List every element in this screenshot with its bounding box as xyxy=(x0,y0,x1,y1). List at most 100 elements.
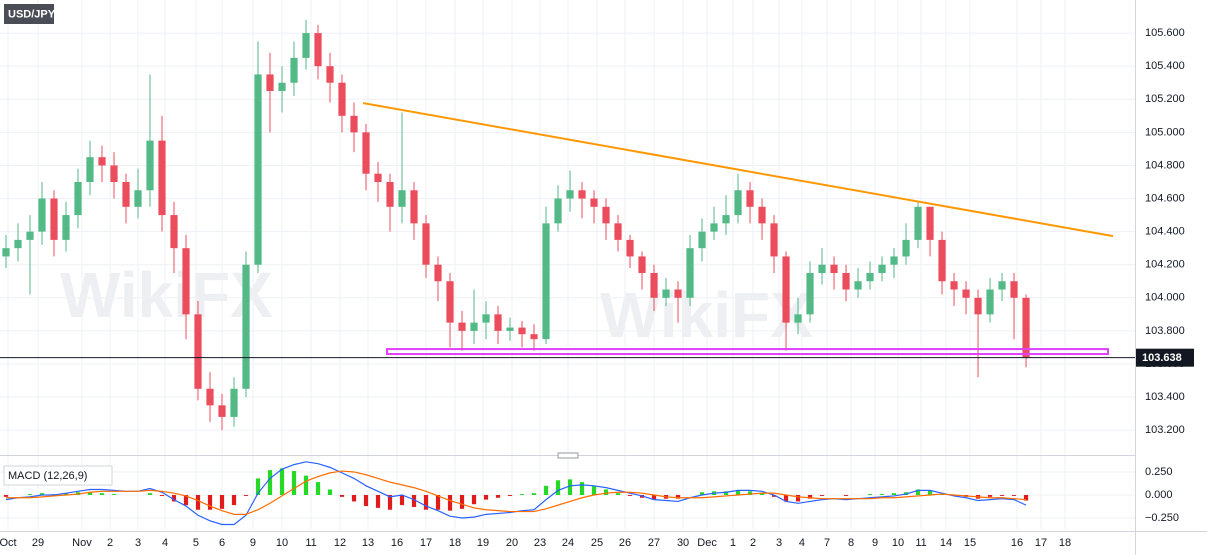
last-price-label: 103.638 xyxy=(1142,352,1182,364)
candle-body xyxy=(470,322,478,331)
candle-body xyxy=(218,405,226,417)
candle-body xyxy=(86,157,94,182)
grid xyxy=(0,0,1135,530)
histogram-bar xyxy=(519,494,525,495)
pane-handle[interactable] xyxy=(557,452,579,459)
indicator-box xyxy=(3,465,113,486)
candle-body xyxy=(650,272,658,298)
x-tick-label: 18 xyxy=(449,537,461,549)
candle-body xyxy=(110,165,118,182)
histogram-bar xyxy=(735,490,741,495)
y-tick-label: 105.400 xyxy=(1145,60,1185,72)
candle-body xyxy=(398,190,406,207)
histogram-bar xyxy=(927,490,933,495)
histogram-bar xyxy=(303,475,309,495)
histogram-bar xyxy=(147,493,153,495)
histogram-bar xyxy=(291,471,297,495)
y-tick-label: 103.400 xyxy=(1145,391,1185,403)
histogram-bar xyxy=(375,495,381,508)
histogram-bar xyxy=(183,495,189,506)
candle-body xyxy=(74,181,82,216)
candle-body xyxy=(362,132,370,174)
x-tick-label: 10 xyxy=(276,537,288,549)
candle-body xyxy=(518,327,526,335)
histogram-bar xyxy=(267,470,273,495)
y-tick-label: 104.200 xyxy=(1145,259,1185,271)
histogram-bar xyxy=(195,495,201,510)
histogram-bar xyxy=(315,482,321,495)
symbol-box xyxy=(4,4,54,24)
histogram-bar xyxy=(327,489,333,495)
y-tick-label: 104.800 xyxy=(1145,159,1185,171)
candle-body xyxy=(590,198,598,207)
histogram-bar xyxy=(219,495,225,509)
y-tick-label: 104.000 xyxy=(1145,292,1185,304)
candle-body xyxy=(278,82,286,91)
candle-body xyxy=(986,289,994,315)
candle-body xyxy=(434,264,442,282)
candle-body xyxy=(902,239,910,257)
histogram-bar xyxy=(159,495,165,496)
candle-body xyxy=(194,314,202,389)
candle-body xyxy=(482,314,490,323)
histogram-bar xyxy=(99,493,105,495)
candle-body xyxy=(878,264,886,273)
candle-body xyxy=(842,272,850,290)
x-tick-label: Dec xyxy=(697,537,717,549)
candle-body xyxy=(146,140,154,191)
x-tick-label: 11 xyxy=(915,537,926,549)
trendline xyxy=(362,102,1114,238)
candle-body xyxy=(242,264,250,389)
x-tick-label: 3 xyxy=(776,537,782,549)
macd-line xyxy=(6,470,1027,515)
candle-body xyxy=(374,173,382,182)
x-tick-label: 14 xyxy=(940,537,952,549)
histogram-bar xyxy=(795,495,801,502)
x-tick-label: 17 xyxy=(1035,537,1047,549)
histogram-bar xyxy=(771,495,777,497)
candle-body xyxy=(410,190,418,224)
histogram-bar xyxy=(27,494,33,495)
chart-title: USD/JPY xyxy=(8,8,56,20)
histogram-bar xyxy=(39,493,45,495)
histogram-bar xyxy=(555,480,561,495)
candle-body xyxy=(614,223,622,240)
histogram-bar xyxy=(207,495,213,510)
x-tick-label: 10 xyxy=(892,537,904,549)
candle-body xyxy=(758,206,766,224)
histogram-bar xyxy=(351,495,357,502)
candle-body xyxy=(710,223,718,232)
y-tick-label: 105.000 xyxy=(1145,126,1185,138)
candle-body xyxy=(446,281,454,323)
histogram-bar xyxy=(879,494,885,495)
histogram-bar xyxy=(3,495,9,497)
histogram-bar xyxy=(591,485,597,495)
candle-body xyxy=(302,33,310,58)
histogram-bar xyxy=(339,495,345,497)
candle-body xyxy=(686,248,694,298)
candle-body xyxy=(602,206,610,224)
x-tick-label: 9 xyxy=(250,537,256,549)
candle-body xyxy=(734,190,742,216)
histogram-bar xyxy=(423,495,429,510)
histogram-bar xyxy=(891,493,897,495)
x-tick-label: Oct xyxy=(0,537,17,549)
histogram-bar xyxy=(723,491,729,495)
histogram-bar xyxy=(651,495,657,500)
histogram-bar xyxy=(111,494,117,495)
candle-body xyxy=(38,198,46,232)
candle-body xyxy=(698,231,706,249)
histogram-bar xyxy=(363,495,369,507)
x-tick-label: 17 xyxy=(420,537,432,549)
x-tick-label: 4 xyxy=(162,537,168,549)
y-tick-label: 104.400 xyxy=(1145,226,1185,238)
histogram-bar xyxy=(579,482,585,495)
histogram-bar xyxy=(171,495,177,502)
histogram-bar xyxy=(615,493,621,495)
x-tick-label: 16 xyxy=(1011,537,1023,549)
candle-body xyxy=(122,181,130,207)
x-tick-label: 26 xyxy=(619,537,631,549)
